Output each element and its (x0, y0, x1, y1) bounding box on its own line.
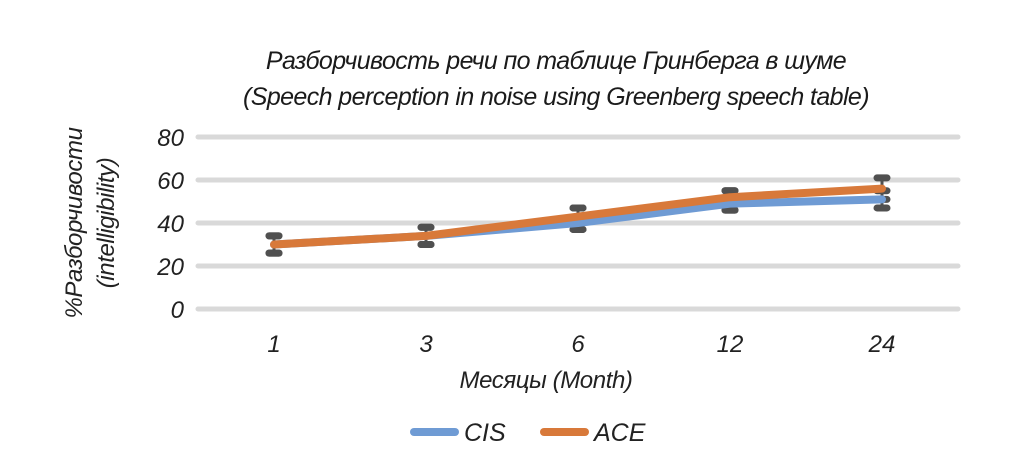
data-point-ace (881, 188, 883, 190)
data-point-cis (881, 198, 883, 200)
legend-label-cis: CIS (464, 419, 506, 447)
y-tick-label: 60 (157, 168, 184, 195)
x-tick-label: 24 (868, 331, 896, 358)
y-tick-labels: 0 20 40 60 80 (156, 125, 184, 324)
data-point-ace (425, 235, 427, 237)
y-axis-label: %Разборчивости (61, 127, 88, 318)
data-point-cis (577, 222, 579, 224)
chart-title: Разборчивость речи по таблице Гринберга … (266, 47, 846, 75)
data-point-cis (729, 203, 731, 205)
y-tick-label: 80 (157, 125, 184, 152)
y-tick-label: 0 (171, 297, 185, 324)
legend: CIS ACE (410, 419, 646, 447)
x-axis-label: Месяцы (Month) (459, 367, 632, 394)
data-point-ace (577, 216, 579, 218)
y-tick-label: 40 (157, 211, 184, 238)
x-tick-label: 1 (267, 331, 280, 358)
x-tick-label: 3 (419, 331, 433, 358)
legend-label-ace: ACE (592, 419, 646, 447)
y-tick-label: 20 (156, 254, 184, 281)
chart-subtitle: (Speech perception in noise using Greenb… (243, 83, 869, 111)
series-lines (270, 184, 886, 249)
data-point-ace (729, 196, 731, 198)
x-tick-labels: 1 3 6 12 24 (267, 331, 895, 358)
y-axis-label-sub: (intelligibility) (93, 158, 120, 289)
error-bars (265, 174, 891, 257)
data-point-ace (273, 244, 275, 245)
x-tick-label: 6 (571, 331, 585, 358)
x-tick-label: 12 (717, 331, 744, 358)
